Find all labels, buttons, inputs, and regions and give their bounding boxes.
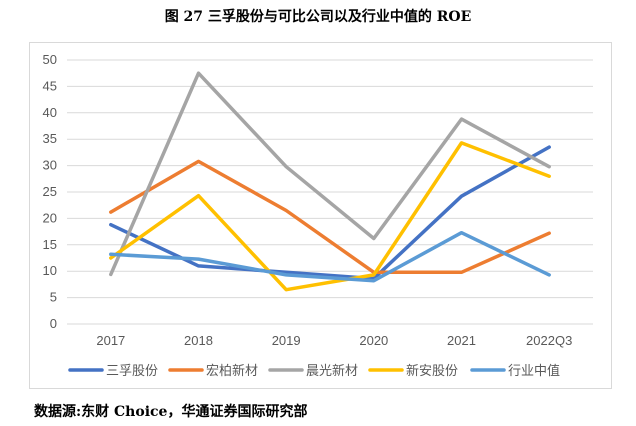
- y-axis-ticks: 0 5 10 15 20 25 30 35 40 45 50: [43, 52, 57, 331]
- x-axis-ticks: 2017 2018 2019 2020 2021 2022Q3: [96, 333, 572, 348]
- x-tick-label: 2018: [184, 333, 213, 348]
- series-line: [109, 159, 551, 275]
- series-line: [109, 230, 551, 283]
- series-lines: [109, 71, 551, 292]
- y-tick-label: 50: [43, 52, 57, 67]
- y-tick-label: 35: [43, 131, 57, 146]
- y-tick-label: 5: [50, 290, 57, 305]
- y-tick-label: 45: [43, 78, 57, 93]
- legend-label: 行业中值: [508, 363, 560, 379]
- x-tick-label: 2020: [359, 333, 388, 348]
- y-tick-label: 15: [43, 237, 57, 252]
- x-tick-label: 2019: [272, 333, 301, 348]
- y-tick-label: 10: [43, 263, 57, 278]
- y-tick-label: 0: [50, 316, 57, 331]
- y-tick-label: 30: [43, 158, 57, 173]
- x-tick-label: 2017: [96, 333, 125, 348]
- series-line: [109, 141, 551, 292]
- x-tick-label: 2021: [447, 333, 476, 348]
- x-tick-label: 2022Q3: [526, 333, 572, 348]
- source-note: 数据源:东财 Choice，华通证券国际研究部: [34, 404, 308, 420]
- chart-title: 图 27 三孚股份与可比公司以及行业中值的 ROE: [164, 9, 472, 25]
- legend-label: 三孚股份: [106, 364, 158, 379]
- chart-frame: [29, 42, 612, 389]
- legend: 三孚股份 宏柏新材 晨光新材 新安股份 行业中值: [68, 363, 560, 379]
- legend-label: 新安股份: [406, 363, 458, 379]
- series-line: [109, 71, 551, 277]
- y-tick-label: 40: [43, 105, 57, 120]
- legend-label: 晨光新材: [306, 363, 358, 379]
- y-tick-label: 25: [43, 184, 57, 199]
- legend-label: 宏柏新材: [206, 363, 258, 379]
- gridlines: [67, 59, 593, 325]
- y-tick-label: 20: [43, 210, 57, 225]
